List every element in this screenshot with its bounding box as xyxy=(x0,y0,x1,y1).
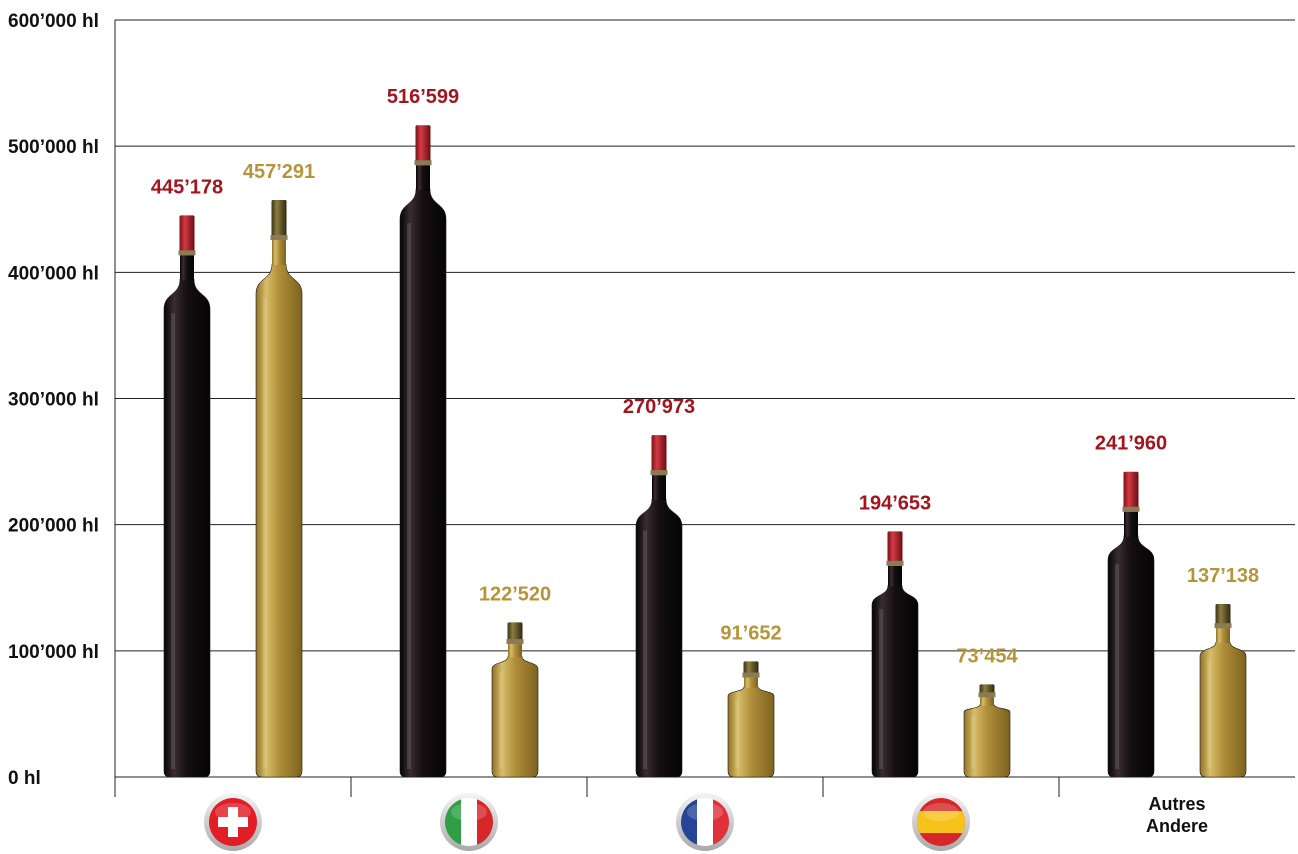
bottle-body xyxy=(491,656,539,778)
bottle-neck xyxy=(652,475,666,501)
y-tick-label: 0 hl xyxy=(8,768,41,789)
bottle-cap xyxy=(887,531,903,566)
category-marker xyxy=(912,793,970,851)
data-labels: 445’178 457’291 516’599 122’520 270’973 91’65… xyxy=(151,86,1259,667)
bottle-cap-ring xyxy=(178,250,196,256)
spanish-flag-icon xyxy=(917,798,965,846)
red-wine-bar xyxy=(871,531,919,778)
white-value-label: 137’138 xyxy=(1187,565,1259,587)
white-value-label: 73’454 xyxy=(956,645,1018,667)
bottle-highlight xyxy=(263,298,267,769)
bottle-cap xyxy=(1215,603,1231,629)
french-flag-icon xyxy=(681,798,729,846)
red-value-label: 270’973 xyxy=(623,396,695,418)
category-marker xyxy=(440,793,498,851)
white-wine-bar xyxy=(1199,603,1247,778)
bottle-body xyxy=(1107,535,1155,778)
grid xyxy=(115,19,1295,778)
bottle-cap xyxy=(179,215,195,256)
bottle-cap-ring xyxy=(978,692,996,698)
bottle-cap xyxy=(415,125,431,166)
bottle-neck xyxy=(744,677,758,688)
category-marker xyxy=(676,793,734,851)
bottle-cap xyxy=(651,435,667,476)
bottle-highlight xyxy=(407,223,411,770)
other-category-label: Autres xyxy=(1148,794,1205,814)
flag-gloss xyxy=(923,803,959,821)
red-wine-bar xyxy=(163,215,211,778)
bottle-body xyxy=(871,585,919,778)
axes: 0 hl 100’000 hl 200’000 hl 300’000 hl 400’00… xyxy=(8,11,1060,797)
red-value-label: 516’599 xyxy=(387,86,459,108)
bottle-cap-ring xyxy=(886,560,904,566)
bottle-neck xyxy=(1124,511,1138,537)
bottle-cap xyxy=(1123,471,1139,512)
red-wine-bar xyxy=(399,125,447,778)
bottle-neck xyxy=(416,165,430,191)
flag-gloss xyxy=(451,803,487,821)
bottle-neck xyxy=(1216,628,1230,644)
bottle-neck xyxy=(272,240,286,266)
swiss-flag-icon xyxy=(209,798,257,846)
bottle-highlight xyxy=(1115,564,1119,769)
bottle-cap-ring xyxy=(270,235,288,241)
bottle-cap-ring xyxy=(1214,623,1232,629)
bottle-cap-ring xyxy=(414,160,432,166)
bottle-highlight xyxy=(171,313,175,769)
red-value-label: 194’653 xyxy=(859,492,931,514)
bottle-highlight xyxy=(879,609,883,769)
bottle-cap xyxy=(271,200,287,241)
bottle-body xyxy=(963,704,1011,778)
white-wine-bar xyxy=(727,661,775,778)
flag-gloss xyxy=(215,803,251,821)
bottle-neck xyxy=(980,697,994,706)
bottle-highlight xyxy=(735,700,739,769)
bottle-neck xyxy=(180,255,194,281)
bottle-cap-ring xyxy=(650,470,668,476)
bottle-neck xyxy=(508,644,522,658)
bottle-highlight xyxy=(1207,659,1211,769)
y-tick-label: 600’000 hl xyxy=(8,11,99,32)
red-value-label: 241’960 xyxy=(1095,433,1167,455)
bottle-highlight xyxy=(643,530,647,769)
bottle-body xyxy=(635,498,683,778)
y-tick-label: 400’000 hl xyxy=(8,263,99,284)
bottle-cap-ring xyxy=(1122,506,1140,512)
bottle-highlight xyxy=(971,716,975,769)
bottle-highlight xyxy=(499,672,503,769)
bottle-body xyxy=(399,188,447,778)
red-value-label: 445’178 xyxy=(151,176,223,198)
bottle-cap xyxy=(507,622,523,645)
bottle-cap-ring xyxy=(506,639,524,645)
bottle-body xyxy=(255,263,303,778)
white-wine-bar xyxy=(491,622,539,778)
y-tick-label: 300’000 hl xyxy=(8,390,99,411)
category-marker xyxy=(204,793,262,851)
y-tick-label: 500’000 hl xyxy=(8,137,99,158)
bottle-bars xyxy=(163,125,1247,778)
white-value-label: 91’652 xyxy=(720,622,781,644)
flag-gloss xyxy=(687,803,723,821)
bottle-cap-ring xyxy=(742,672,760,678)
y-tick-label: 200’000 hl xyxy=(8,516,99,537)
white-value-label: 122’520 xyxy=(479,583,551,605)
other-category-label: Andere xyxy=(1146,816,1208,836)
red-wine-bar xyxy=(635,435,683,778)
red-wine-bar xyxy=(1107,471,1155,778)
white-wine-bar xyxy=(963,684,1011,778)
y-tick-label: 100’000 hl xyxy=(8,642,99,663)
bottle-body xyxy=(1199,641,1247,778)
bottle-neck xyxy=(888,565,902,587)
italian-flag-icon xyxy=(445,798,493,846)
white-wine-bar xyxy=(255,200,303,778)
white-value-label: 457’291 xyxy=(243,161,315,183)
bottle-body xyxy=(163,279,211,778)
bottle-body xyxy=(727,686,775,778)
